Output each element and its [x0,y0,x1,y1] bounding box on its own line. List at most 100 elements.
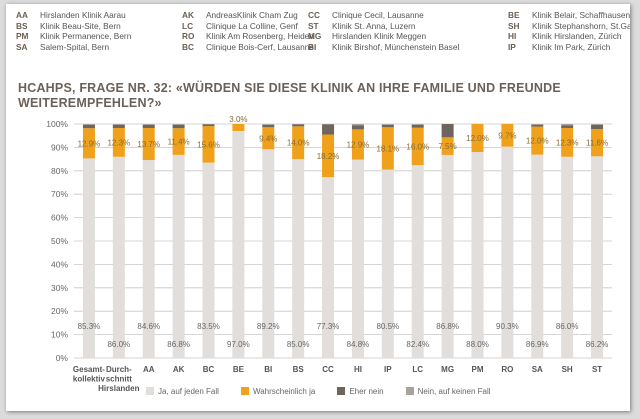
x-category-label: ST [592,365,602,374]
bar-segment-wahrscheinlich [292,126,305,160]
y-tick-label: 0% [56,353,69,363]
hospital-legend-item: IP Klinik Im Park, Zürich [508,42,630,53]
bar-segment-eher_nein [292,124,305,127]
bar-segment-ja [292,159,305,358]
bar-segment-wahrscheinlich [381,127,394,170]
bar-segment-eher_nein [112,124,125,128]
bar-segment-ja [112,156,125,358]
x-category-label: HI [354,365,362,374]
data-label-ja: 86.0% [107,340,130,349]
data-label-wahrscheinlich: 11.6% [586,139,608,148]
series-legend-swatch [240,387,249,395]
data-label-ja: 86.0% [556,322,579,331]
hospital-name: Klinik Birshof, Münchenstein Basel [332,41,460,52]
bar-segment-eher_nein [142,124,155,128]
hospital-code: AA [16,10,28,20]
data-label-wahrscheinlich: 16.0% [406,142,429,151]
x-category-label: Durch- [106,365,132,374]
bar-segment-eher_nein [561,125,574,128]
x-category-label: RO [501,365,513,374]
hospital-code: AK [182,10,194,20]
data-label-ja: 80.5% [376,322,399,331]
hospital-name: Klinik St. Anna, Luzern [332,20,416,31]
bar-segment-wahrscheinlich [262,127,275,150]
bar-segment-nein [381,124,394,125]
data-label-wahrscheinlich: 11.4% [168,138,190,147]
hospital-legend-item: AK AndreasKlinik Cham Zug [182,10,314,21]
bar-segment-wahrscheinlich [82,128,95,159]
hospital-legend-item: LC Clinique La Colline, Genf [182,21,314,32]
hospital-name: AndreasKlinik Cham Zug [206,10,298,20]
bar-segment-ja [471,152,484,358]
hospital-legend-item: BC Clinique Bois-Cerf, Lausanne [182,42,314,53]
data-label-ja: 84.8% [347,340,370,349]
hospital-code: SA [16,41,28,52]
bar-segment-nein [411,124,424,125]
bar-segment-ja [262,149,275,358]
hospital-code: HI [508,31,517,41]
bar-segment-eher_nein [172,124,185,129]
data-label-ja: 84.6% [137,322,160,331]
data-label-wahrscheinlich: 15.6% [197,140,220,149]
hospital-name: Clinique Bois-Cerf, Lausanne [206,41,314,52]
data-label-wahrscheinlich: 12.3% [556,138,579,147]
data-label-wahrscheinlich: 12.9% [78,139,101,148]
bar-segment-wahrscheinlich [351,129,364,160]
bar-segment-ja [381,169,394,358]
chart-card: AA Hirslanden Klinik Aarau BS Klinik Beau-S… [6,4,630,411]
data-label-wahrscheinlich: 14.0% [287,139,310,148]
series-legend-label: Ja, auf jeden Fall [158,387,219,396]
data-label-ja: 86.9% [526,340,549,349]
hospital-name: Klinik Im Park, Zürich [532,41,611,52]
hospital-name: Clinique La Colline, Genf [206,20,298,31]
bar-segment-wahrscheinlich [322,134,335,178]
hospital-name: Salem-Spital, Bern [40,41,110,52]
hospital-name: Hirslanden Klinik Meggen [332,31,427,41]
data-label-ja: 82.4% [406,340,429,349]
y-tick-label: 30% [51,283,68,293]
hospital-name: Klinik Stephanshorn, St.Gallen [532,20,630,31]
bar-segment-eher_nein [262,124,275,128]
hospital-legend-item: CC Clinique Cecil, Lausanne [308,10,459,21]
bar-segment-wahrscheinlich [441,137,454,155]
series-legend-swatch [146,387,154,395]
bar-segment-nein [82,124,95,125]
hospital-name: Hirslanden Klinik Aarau [40,10,126,20]
y-tick-label: 40% [51,259,68,269]
bar-segment-eher_nein [202,124,215,127]
y-tick-label: 100% [46,119,68,129]
series-legend-item: Wahrscheinlich ja [240,387,315,396]
data-label-wahrscheinlich: 12.9% [347,140,370,149]
y-tick-label: 60% [51,213,68,223]
bar-segment-ja [441,154,454,358]
x-category-label: MG [441,365,454,374]
bar-segment-ja [82,158,95,358]
hospital-legend-column: BE Klinik Belair, Schaffhausen SH Klinik St… [508,10,630,52]
hospital-legend-item: SH Klinik Stephanshorn, St.Gallen [508,21,630,32]
data-label-ja: 88.0% [466,340,489,349]
x-category-label: SH [562,365,573,374]
hospital-legend-column: AA Hirslanden Klinik Aarau BS Klinik Beau-S… [16,10,131,52]
hospital-code: IP [508,41,516,52]
bar-segment-ja [561,156,574,358]
series-legend-item: Nein, auf keinen Fall [405,387,491,396]
bar-segment-eher_nein [411,124,424,128]
hospital-legend-item: ST Klinik St. Anna, Luzern [308,21,459,32]
data-label-wahrscheinlich: 18.2% [317,152,340,161]
series-legend: Ja, auf jeden Fall Wahrscheinlich ja Eher … [146,387,513,401]
hospital-legend-item: MG Hirslanden Klinik Meggen [308,31,459,42]
data-label-wahrscheinlich: 12.0% [466,134,489,143]
bar-segment-ja [351,159,364,358]
y-tick-label: 80% [51,166,68,176]
x-category-label: PM [472,365,484,374]
data-label-wahrscheinlich: 12.0% [526,137,549,146]
series-legend-item: Ja, auf jeden Fall [146,387,219,396]
hospital-legend-item: AA Hirslanden Klinik Aarau [16,10,131,21]
hospital-code: BC [182,41,194,52]
y-tick-label: 10% [51,330,68,340]
data-label-wahrscheinlich: 9.7% [498,131,516,140]
bar-segment-eher_nein [531,124,544,127]
x-category-label: schnitt [106,375,133,384]
data-label-ja: 85.3% [78,322,101,331]
